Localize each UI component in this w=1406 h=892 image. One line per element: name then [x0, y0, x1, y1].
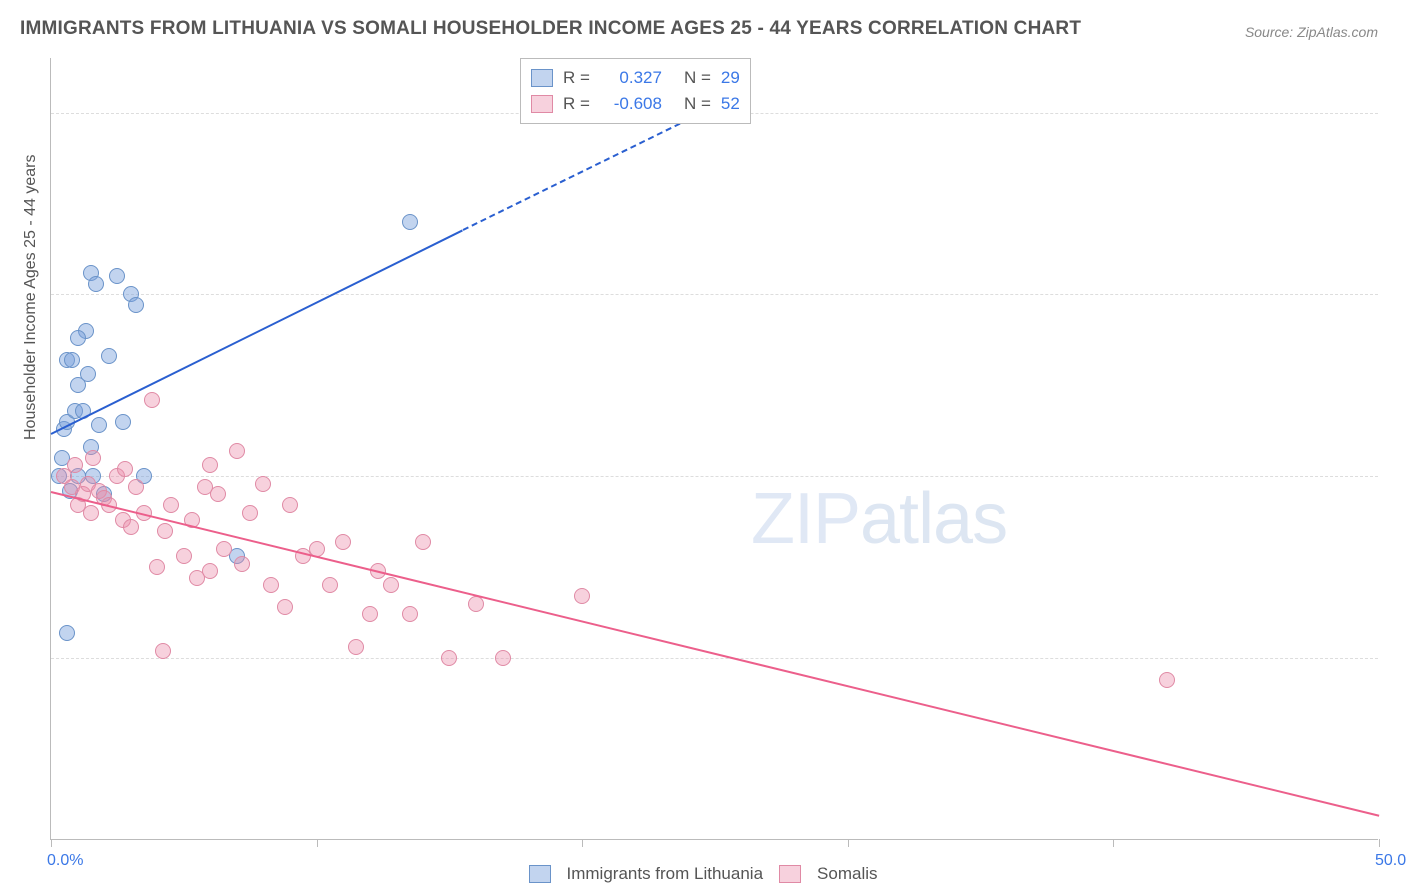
data-point [574, 588, 590, 604]
data-point [335, 534, 351, 550]
data-point [128, 479, 144, 495]
trend-line [51, 229, 464, 434]
data-point [202, 457, 218, 473]
data-point [348, 639, 364, 655]
data-point [67, 457, 83, 473]
data-point [176, 548, 192, 564]
data-point [115, 414, 131, 430]
data-point [362, 606, 378, 622]
gridline [51, 658, 1378, 659]
legend-series-label: Somalis [817, 864, 877, 883]
y-tick-label: $150,000 [1388, 284, 1406, 302]
series-legend: Immigrants from Lithuania Somalis [0, 863, 1406, 884]
n-value: 52 [721, 91, 740, 117]
trend-line [51, 491, 1379, 817]
legend-row: R = 0.327 N = 29 [531, 65, 740, 91]
data-point [70, 330, 86, 346]
data-point [59, 625, 75, 641]
data-point [229, 443, 245, 459]
plot-area: ZIPatlas $50,000$100,000$150,000$200,000… [50, 58, 1378, 840]
data-point [155, 643, 171, 659]
n-label: N = [684, 91, 711, 117]
data-point [1159, 672, 1175, 688]
data-point [123, 519, 139, 535]
data-point [322, 577, 338, 593]
data-point [91, 417, 107, 433]
data-point [255, 476, 271, 492]
r-value: 0.327 [600, 65, 662, 91]
x-tick [1113, 839, 1114, 847]
watermark-zip: ZIP [751, 479, 860, 559]
y-tick-label: $100,000 [1388, 466, 1406, 484]
r-label: R = [563, 65, 590, 91]
data-point [88, 276, 104, 292]
legend-swatch [531, 95, 553, 113]
legend-swatch [779, 865, 801, 883]
r-value: -0.608 [600, 91, 662, 117]
source-attribution: Source: ZipAtlas.com [1245, 24, 1378, 40]
data-point [210, 486, 226, 502]
data-point [383, 577, 399, 593]
x-tick [582, 839, 583, 847]
data-point [402, 214, 418, 230]
data-point [85, 450, 101, 466]
data-point [415, 534, 431, 550]
gridline [51, 476, 1378, 477]
gridline [51, 294, 1378, 295]
x-tick [51, 839, 52, 847]
data-point [202, 563, 218, 579]
n-value: 29 [721, 65, 740, 91]
data-point [128, 297, 144, 313]
data-point [441, 650, 457, 666]
y-tick-label: $50,000 [1388, 648, 1406, 666]
data-point [149, 559, 165, 575]
data-point [83, 505, 99, 521]
data-point [101, 348, 117, 364]
watermark: ZIPatlas [751, 478, 1007, 560]
data-point [216, 541, 232, 557]
data-point [117, 461, 133, 477]
data-point [163, 497, 179, 513]
r-label: R = [563, 91, 590, 117]
data-point [234, 556, 250, 572]
legend-swatch [529, 865, 551, 883]
trend-line [462, 105, 715, 230]
y-axis-label: Householder Income Ages 25 - 44 years [22, 155, 40, 441]
data-point [277, 599, 293, 615]
data-point [495, 650, 511, 666]
data-point [109, 268, 125, 284]
data-point [402, 606, 418, 622]
legend-series-label: Immigrants from Lithuania [567, 864, 764, 883]
n-label: N = [684, 65, 711, 91]
data-point [64, 352, 80, 368]
x-tick [1379, 839, 1380, 847]
data-point [157, 523, 173, 539]
legend-row: R = -0.608 N = 52 [531, 91, 740, 117]
x-tick [317, 839, 318, 847]
data-point [263, 577, 279, 593]
chart-title: IMMIGRANTS FROM LITHUANIA VS SOMALI HOUS… [20, 18, 1081, 40]
data-point [242, 505, 258, 521]
data-point [282, 497, 298, 513]
legend-swatch [531, 69, 553, 87]
watermark-atlas: atlas [860, 479, 1007, 559]
correlation-legend: R = 0.327 N = 29 R = -0.608 N = 52 [520, 58, 751, 124]
data-point [80, 366, 96, 382]
y-tick-label: $200,000 [1388, 103, 1406, 121]
x-tick [848, 839, 849, 847]
data-point [144, 392, 160, 408]
